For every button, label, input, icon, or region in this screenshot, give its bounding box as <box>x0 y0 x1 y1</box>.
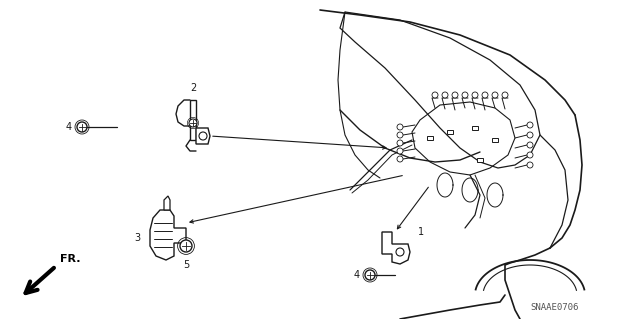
Circle shape <box>452 92 458 98</box>
Polygon shape <box>382 232 410 264</box>
Circle shape <box>482 92 488 98</box>
Circle shape <box>199 132 207 140</box>
Text: FR.: FR. <box>60 254 81 264</box>
Circle shape <box>365 270 375 280</box>
Circle shape <box>397 140 403 146</box>
Polygon shape <box>164 196 170 210</box>
Circle shape <box>189 119 197 127</box>
Circle shape <box>502 92 508 98</box>
Circle shape <box>527 122 533 128</box>
Text: 4: 4 <box>354 270 360 280</box>
Polygon shape <box>196 128 210 144</box>
Text: 5: 5 <box>183 260 189 270</box>
Text: 4: 4 <box>66 122 72 132</box>
Circle shape <box>442 92 448 98</box>
Bar <box>477 158 483 162</box>
Circle shape <box>397 156 403 162</box>
Bar <box>427 136 433 140</box>
Circle shape <box>77 122 87 132</box>
Circle shape <box>397 132 403 138</box>
Bar <box>447 130 453 134</box>
Circle shape <box>527 132 533 138</box>
Circle shape <box>472 92 478 98</box>
Bar <box>492 138 498 142</box>
Circle shape <box>397 148 403 154</box>
Circle shape <box>462 92 468 98</box>
Circle shape <box>432 92 438 98</box>
Circle shape <box>527 142 533 148</box>
Circle shape <box>527 152 533 158</box>
Text: 2: 2 <box>190 83 196 93</box>
Text: 3: 3 <box>134 233 140 243</box>
Circle shape <box>527 162 533 168</box>
Text: SNAAE0706: SNAAE0706 <box>531 303 579 313</box>
Bar <box>472 126 478 130</box>
Polygon shape <box>150 210 186 260</box>
Circle shape <box>492 92 498 98</box>
Circle shape <box>396 248 404 256</box>
Polygon shape <box>190 100 196 140</box>
Circle shape <box>397 124 403 130</box>
Text: 1: 1 <box>418 227 424 237</box>
Circle shape <box>180 240 192 252</box>
